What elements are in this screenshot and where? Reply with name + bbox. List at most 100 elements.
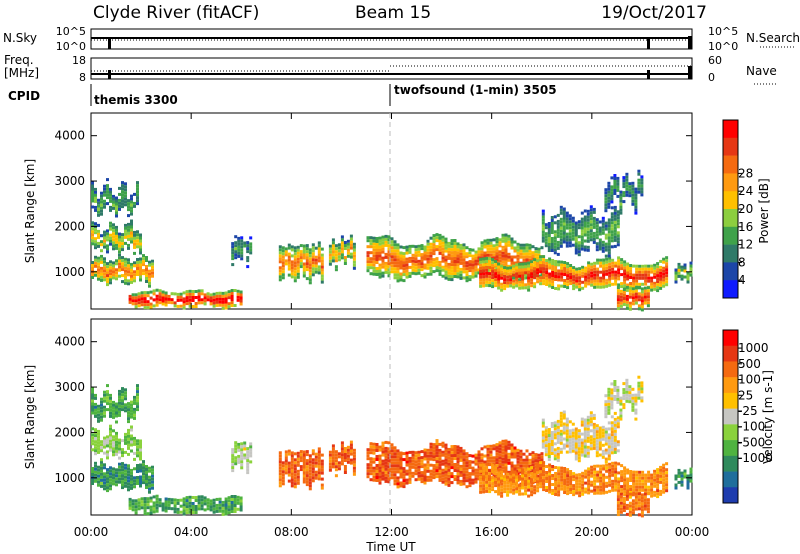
echo-cell <box>610 400 614 404</box>
echo-cell <box>521 265 525 269</box>
echo-cell <box>387 259 391 263</box>
echo-cell <box>230 289 234 292</box>
echo-cell <box>384 476 388 480</box>
echo-cell <box>559 226 563 230</box>
echo-cell <box>423 266 427 270</box>
echo-cell <box>136 187 139 191</box>
echo-cell <box>118 259 121 263</box>
echo-cell <box>94 264 97 268</box>
echo-cell <box>384 452 388 456</box>
echo-cell <box>605 257 609 261</box>
echo-cell <box>462 270 466 274</box>
echo-cell <box>501 460 505 464</box>
echo-cell <box>629 282 633 285</box>
echo-cell <box>112 206 115 210</box>
echo-cell <box>236 289 240 293</box>
echo-cell <box>444 446 448 450</box>
echo-cell <box>628 513 632 517</box>
echo-cell <box>465 264 469 268</box>
echo-cell <box>130 400 133 404</box>
echo-cell <box>554 484 558 487</box>
echo-cell <box>302 453 306 457</box>
echo-cell <box>112 194 115 198</box>
echo-cell <box>620 491 624 495</box>
echo-cell <box>553 424 557 428</box>
echo-cell <box>121 390 124 394</box>
echo-cell <box>234 459 238 463</box>
echo-cell <box>518 489 522 493</box>
echo-cell <box>553 251 557 255</box>
echo-cell <box>197 301 201 305</box>
echo-cell <box>369 245 373 249</box>
echo-cell <box>133 233 136 237</box>
echo-cell <box>650 267 654 271</box>
echo-cell <box>617 489 621 493</box>
echo-cell <box>589 238 593 242</box>
echo-cell <box>683 475 687 479</box>
echo-cell <box>620 488 624 492</box>
echo-cell <box>139 266 142 270</box>
echo-cell <box>278 254 282 258</box>
echo-cell <box>471 466 475 470</box>
echo-cell <box>287 267 291 271</box>
echo-cell <box>352 451 356 455</box>
echo-cell <box>677 271 681 275</box>
colorbar-tick-label: 12 <box>738 238 753 252</box>
echo-cell <box>239 505 243 509</box>
echo-cell <box>553 454 557 458</box>
echo-cell <box>103 266 106 270</box>
echo-cell <box>515 269 519 273</box>
echo-cell <box>553 421 557 425</box>
echo-cell <box>593 491 597 495</box>
echo-cell <box>562 231 566 235</box>
colorbar-swatch <box>723 209 738 228</box>
echo-cell <box>133 413 136 417</box>
echo-cell <box>124 441 127 445</box>
echo-cell <box>343 450 347 453</box>
echo-cell <box>477 256 481 260</box>
echo-cell <box>139 251 142 255</box>
echo-cell <box>91 233 94 237</box>
echo-cell <box>641 476 645 480</box>
echo-cell <box>607 457 611 461</box>
echo-cell <box>571 440 575 444</box>
echo-cell <box>167 506 171 510</box>
echo-cell <box>509 481 513 485</box>
echo-cell <box>227 511 231 515</box>
echo-cell <box>521 492 525 496</box>
echo-cell <box>610 397 614 401</box>
echo-cell <box>94 261 97 265</box>
echo-cell <box>551 483 555 486</box>
echo-cell <box>539 276 543 280</box>
echo-cell <box>426 457 430 461</box>
colorbar-tick-label: 16 <box>738 220 753 234</box>
echo-cell <box>607 411 611 415</box>
echo-cell <box>559 414 563 418</box>
echo-cell <box>121 486 124 490</box>
echo-cell <box>534 250 538 254</box>
echo-cell <box>109 278 112 282</box>
power-colorbar-label: Power [dB] <box>757 178 771 243</box>
echo-cell <box>133 230 136 234</box>
echo-cell <box>94 240 97 244</box>
echo-cell <box>506 484 510 488</box>
echo-cell <box>489 250 493 254</box>
echo-cell <box>578 285 582 289</box>
echo-cell <box>106 396 109 400</box>
echo-cell <box>553 457 557 461</box>
echo-cell <box>130 274 133 278</box>
echo-cell <box>109 405 112 409</box>
echo-cell <box>296 463 300 467</box>
echo-cell <box>308 472 312 476</box>
echo-cell <box>566 468 570 472</box>
echo-cell <box>399 484 403 488</box>
echo-cell <box>559 420 563 424</box>
echo-cell <box>91 221 94 225</box>
echo-cell <box>131 508 135 512</box>
echo-cell <box>512 282 516 286</box>
echo-cell <box>536 265 540 269</box>
echo-cell <box>130 225 133 229</box>
echo-cell <box>592 422 596 426</box>
echo-cell <box>142 257 145 261</box>
echo-cell <box>632 285 636 289</box>
